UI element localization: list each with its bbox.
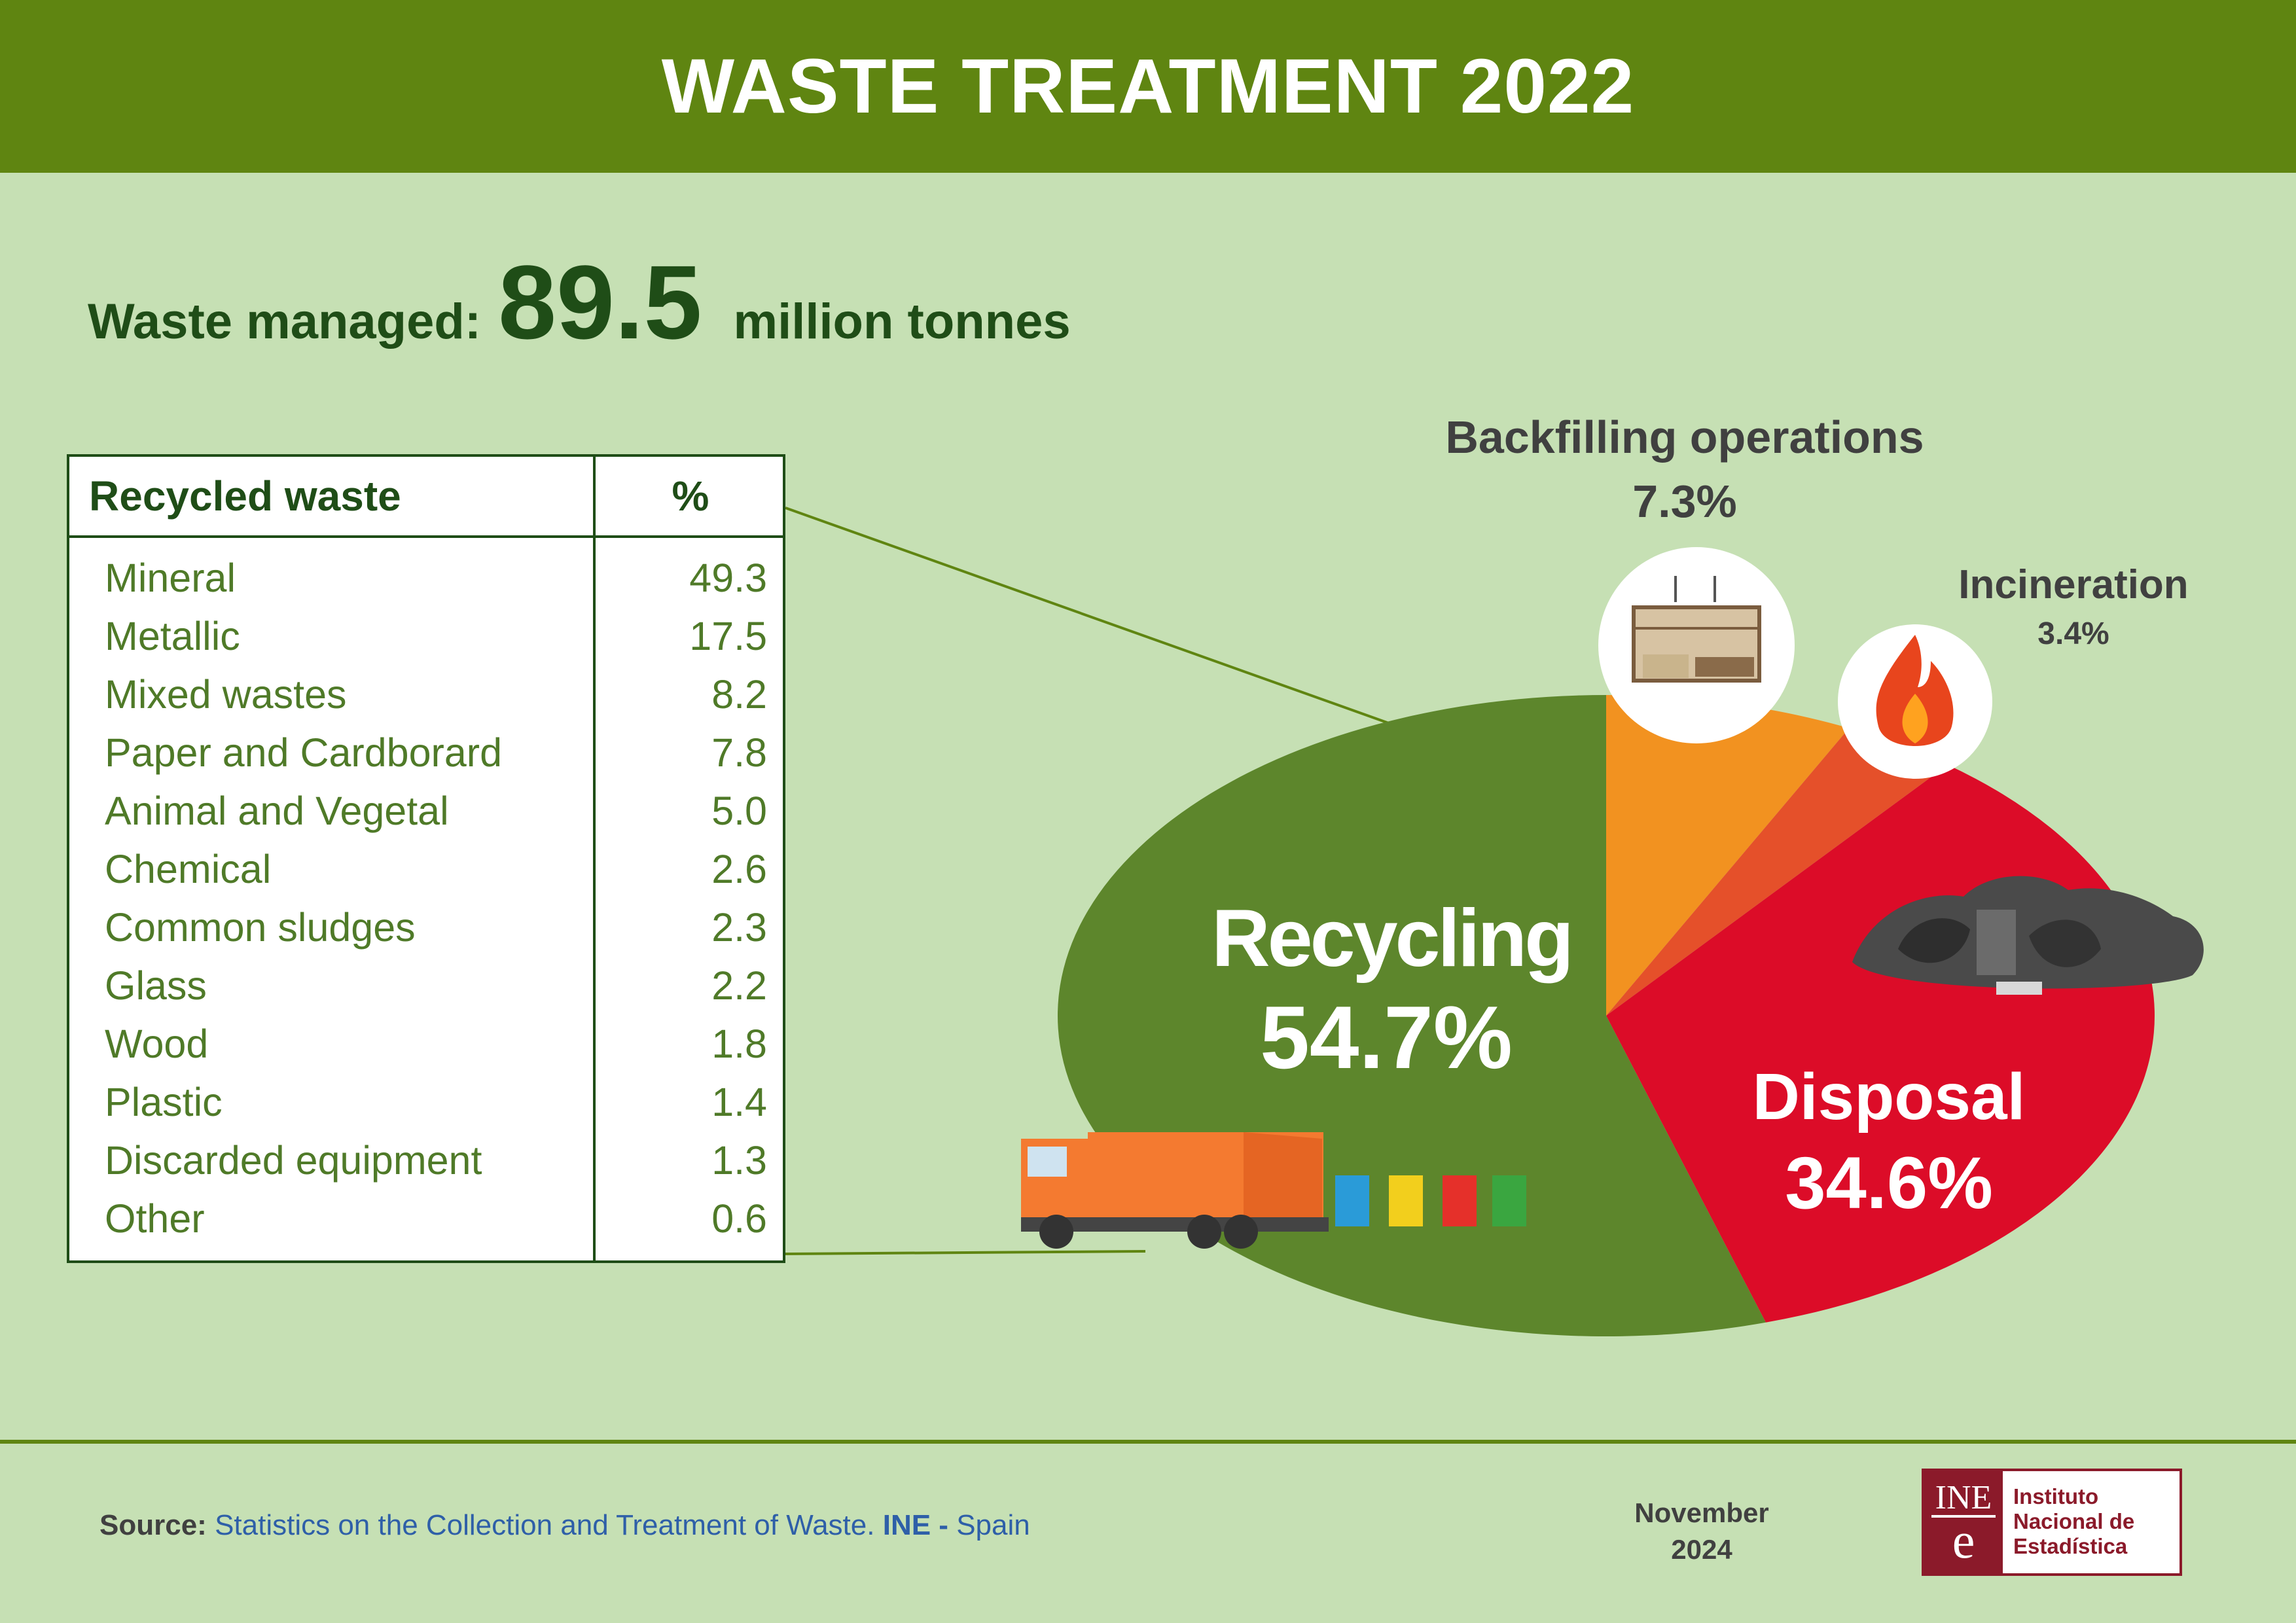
disposal-label: Disposal <box>1753 1060 2026 1133</box>
table-row: Animal and Vegetal 5.0 <box>69 781 783 840</box>
pie-slice-incineration <box>1606 728 1948 1016</box>
table-row: Mixed wastes 8.2 <box>69 665 783 723</box>
waste-type-name: Wood <box>105 1021 209 1066</box>
waste-type-pct: 5.0 <box>711 788 767 833</box>
table-row: Wood 1.8 <box>69 1014 783 1073</box>
waste-type-pct: 8.2 <box>711 671 767 717</box>
waste-managed-summary: Waste managed: 89.5 million tonnes <box>88 242 1071 361</box>
source-text: Statistics on the Collection and Treatme… <box>215 1509 875 1541</box>
footer-divider <box>0 1440 2296 1444</box>
date-year: 2024 <box>1671 1534 1732 1565</box>
table-header-name: Recycled waste <box>89 473 401 520</box>
waste-managed-unit: million tonnes <box>733 294 1071 349</box>
waste-type-name: Common sludges <box>105 904 416 950</box>
garbage-pile-icon <box>1852 876 2204 995</box>
waste-type-name: Metallic <box>105 613 240 658</box>
waste-type-pct: 2.6 <box>711 846 767 891</box>
table-row: Plastic 1.4 <box>69 1073 783 1131</box>
table-row: Discarded equipment 1.3 <box>69 1131 783 1189</box>
connector-line-top <box>785 507 1454 747</box>
table-row: Glass 2.2 <box>69 956 783 1014</box>
header-bar: WASTE TREATMENT 2022 <box>0 0 2296 173</box>
waste-managed-value: 89.5 <box>498 243 702 361</box>
ine-logo-text: Instituto Nacional de Estadística <box>2013 1484 2135 1558</box>
table-row: Metallic 17.5 <box>69 607 783 665</box>
waste-type-name: Paper and Cardborard <box>105 730 502 775</box>
source-note: Source: Statistics on the Collection and… <box>99 1509 1030 1542</box>
disposal-value: 34.6% <box>1785 1142 1993 1224</box>
waste-managed-label: Waste managed: <box>88 294 482 349</box>
source-country: Spain <box>956 1509 1030 1541</box>
waste-type-name: Glass <box>105 963 207 1008</box>
recycling-label: Recycling <box>1211 893 1571 984</box>
waste-type-name: Chemical <box>105 846 272 891</box>
connector-line-bottom <box>785 1250 1146 1255</box>
waste-type-name: Animal and Vegetal <box>105 788 449 833</box>
ine-logo-mark: INE e <box>1924 1471 2003 1573</box>
fire-icon <box>1838 624 1992 779</box>
backfilling-label: Backfilling operations <box>1445 412 1924 463</box>
source-label: Source: <box>99 1509 207 1541</box>
waste-type-pct: 2.2 <box>711 963 767 1008</box>
waste-type-pct: 1.8 <box>711 1021 767 1066</box>
waste-type-pct: 2.3 <box>711 904 767 950</box>
waste-type-pct: 49.3 <box>689 555 767 600</box>
table-row: Paper and Cardborard 7.8 <box>69 723 783 781</box>
table-column-divider <box>593 457 596 1260</box>
garbage-truck-icon <box>1021 1132 1526 1249</box>
waste-type-name: Plastic <box>105 1079 223 1124</box>
source-org: INE - <box>882 1509 948 1541</box>
table-body: Mineral 49.3 Metallic 17.5 Mixed wastes 8.2 Pa… <box>69 548 783 1247</box>
backfilling-value: 7.3% <box>1632 476 1737 527</box>
waste-type-name: Mixed wastes <box>105 671 347 717</box>
waste-type-name: Other <box>105 1196 205 1241</box>
table-row: Chemical 2.6 <box>69 840 783 898</box>
table-header-pct: % <box>672 473 709 520</box>
ine-logo: INE e Instituto Nacional de Estadística <box>1922 1469 2182 1576</box>
waste-type-name: Discarded equipment <box>105 1137 482 1183</box>
pie-slice-backfilling <box>1606 695 1850 1016</box>
recycling-value: 54.7% <box>1260 988 1513 1087</box>
table-row: Common sludges 2.3 <box>69 898 783 956</box>
table-row: Other 0.6 <box>69 1189 783 1247</box>
incineration-value: 3.4% <box>2037 616 2109 651</box>
table-divider <box>69 535 783 538</box>
waste-type-pct: 1.3 <box>711 1137 767 1183</box>
waste-type-pct: 1.4 <box>711 1079 767 1124</box>
incineration-label: Incineration <box>1958 562 2188 607</box>
table-row: Mineral 49.3 <box>69 548 783 607</box>
publication-date: November 2024 <box>1617 1495 1787 1568</box>
date-month: November <box>1634 1497 1769 1528</box>
waste-type-pct: 7.8 <box>711 730 767 775</box>
recycled-waste-table: Recycled waste % Mineral 49.3 Metallic 17.5… <box>67 454 785 1263</box>
backfilling-icon <box>1598 547 1795 743</box>
waste-type-name: Mineral <box>105 555 236 600</box>
waste-type-pct: 0.6 <box>711 1196 767 1241</box>
waste-type-pct: 17.5 <box>689 613 767 658</box>
page-title: WASTE TREATMENT 2022 <box>661 43 1635 130</box>
